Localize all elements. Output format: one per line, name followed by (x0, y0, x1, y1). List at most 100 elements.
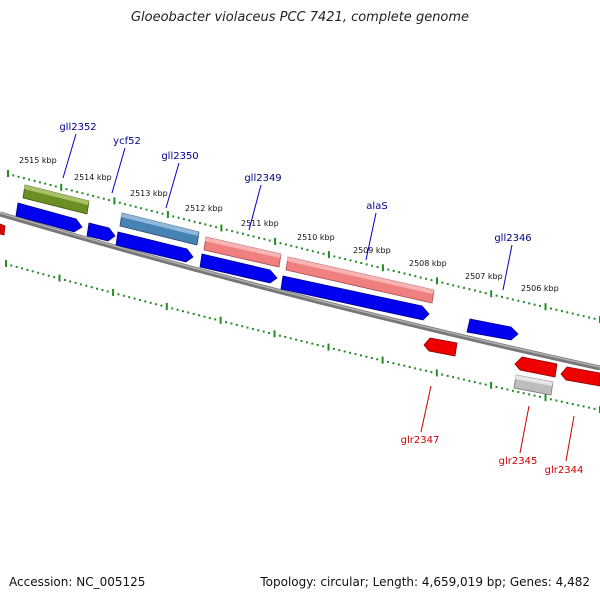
outer-tick (560, 310, 563, 313)
gene-arrow-gll2349[interactable] (199, 253, 278, 284)
inner-tick (560, 400, 563, 403)
outer-tick (65, 188, 68, 191)
inner-tick (360, 354, 362, 357)
outer-tick (140, 207, 143, 210)
inner-tick (522, 392, 525, 395)
outer-tick (381, 264, 384, 272)
inner-tick (528, 393, 531, 396)
inner-tick (387, 360, 389, 363)
gene-arrow-red-offscreen[interactable] (0, 223, 6, 236)
gene-label-gll2352[interactable]: gll2352 (59, 122, 96, 133)
inner-tick (338, 349, 341, 352)
outer-tick (392, 269, 395, 272)
inner-tick (246, 326, 249, 329)
inner-tick (90, 286, 93, 289)
kbp-label: 2511 kbp (241, 219, 279, 228)
outer-tick (441, 281, 444, 284)
outer-tick (338, 256, 341, 259)
inner-tick (517, 391, 520, 393)
outer-tick (188, 219, 191, 222)
inner-tick (354, 353, 357, 356)
inner-tick (425, 369, 427, 372)
gene-bar-salmon-2-highlight (287, 257, 434, 294)
outer-tick (38, 181, 41, 184)
outer-tick (70, 189, 73, 192)
outer-tick (317, 251, 320, 254)
gene-leader-line (111, 147, 126, 194)
inner-tick (311, 342, 314, 345)
gene-arrow-gll2350[interactable] (115, 231, 194, 263)
outer-tick (22, 177, 25, 180)
outer-tick (528, 302, 531, 305)
outer-tick (376, 266, 379, 268)
gene-label-glr2345[interactable]: glr2345 (499, 456, 538, 467)
gene-arrow-glr2347[interactable] (423, 337, 458, 357)
outer-tick (290, 244, 293, 247)
gene-arrow-gll2346[interactable] (466, 318, 519, 341)
inner-tick (322, 345, 325, 348)
outer-tick (193, 220, 196, 223)
gene-leader-line (62, 133, 77, 179)
inner-tick (69, 280, 72, 283)
outer-tick (7, 170, 9, 177)
outer-tick (17, 175, 20, 178)
inner-tick (332, 347, 335, 350)
inner-tick (343, 350, 346, 353)
outer-tick (301, 247, 303, 250)
inner-tick (289, 337, 292, 340)
outer-tick (414, 275, 417, 278)
inner-tick (295, 338, 298, 341)
outer-tick (145, 208, 148, 211)
inner-tick (37, 271, 40, 274)
inner-tick (219, 316, 222, 324)
outer-tick (81, 192, 84, 195)
inner-tick (414, 367, 417, 370)
gene-arrow-glr2344[interactable] (560, 366, 600, 387)
outer-tick (92, 195, 95, 197)
outer-tick (108, 199, 111, 202)
gene-arrow-gll2352[interactable] (15, 202, 83, 233)
outer-tick (306, 248, 309, 251)
gene-label-glr2344[interactable]: glr2344 (545, 465, 584, 476)
gene-label-glr2347[interactable]: glr2347 (401, 435, 440, 446)
outer-tick (322, 252, 325, 255)
gene-arrow-alaS[interactable] (280, 275, 430, 321)
gene-label-alaS[interactable]: alaS (366, 201, 387, 212)
outer-tick (252, 235, 255, 238)
outer-tick (582, 315, 585, 318)
outer-tick (263, 238, 266, 241)
outer-tick (311, 250, 314, 253)
outer-tick (268, 239, 271, 242)
outer-tick (166, 211, 169, 218)
inner-tick (198, 314, 201, 317)
inner-tick (479, 382, 482, 385)
outer-tick (522, 301, 525, 304)
inner-tick (582, 405, 585, 408)
inner-tick (506, 388, 509, 391)
inner-tick (397, 363, 400, 366)
outer-tick (113, 197, 116, 205)
inner-tick (300, 340, 303, 342)
inner-tick (376, 358, 379, 361)
inner-tick (214, 318, 217, 321)
inner-tick (446, 374, 449, 377)
gene-bar-steelblue-highlight (121, 213, 199, 236)
inner-tick (268, 332, 271, 334)
outer-tick (566, 311, 569, 314)
gene-arrow-ycf52[interactable] (86, 222, 116, 242)
outer-tick (490, 290, 493, 298)
inner-tick (26, 268, 29, 271)
gene-arrow-glr2345[interactable] (514, 356, 558, 378)
inner-tick (571, 403, 574, 406)
outer-tick (479, 290, 482, 293)
gene-label-gll2350[interactable]: gll2350 (161, 151, 198, 162)
gene-leader-line (365, 212, 377, 261)
gene-leader-line (502, 244, 513, 291)
gene-label-gll2349[interactable]: gll2349 (244, 173, 281, 184)
gene-label-gll2346[interactable]: gll2346 (494, 233, 531, 244)
gene-label-ycf52[interactable]: ycf52 (113, 136, 141, 147)
inner-tick (408, 366, 411, 368)
outer-tick (150, 209, 153, 212)
inner-tick (544, 394, 547, 401)
outer-tick (419, 276, 422, 279)
